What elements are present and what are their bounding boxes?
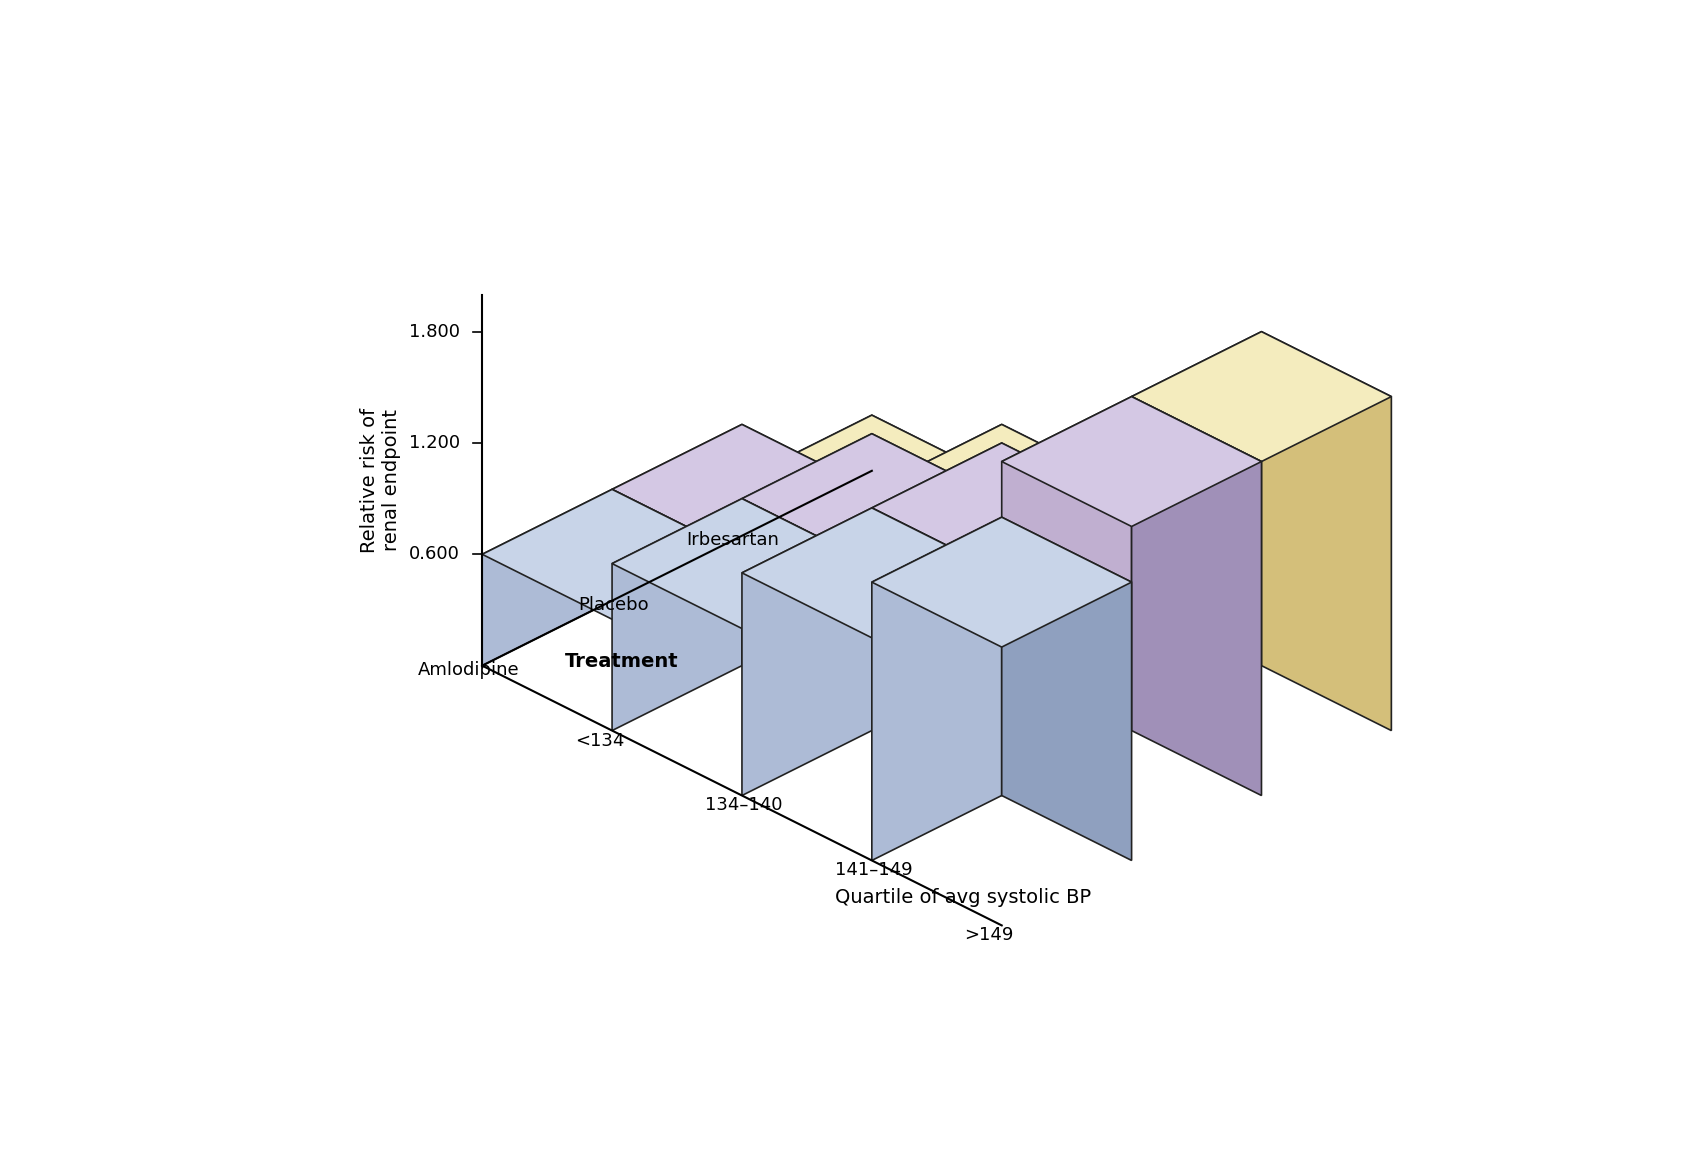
Polygon shape bbox=[483, 490, 613, 665]
Polygon shape bbox=[743, 508, 871, 796]
Text: Quartile of avg systolic BP: Quartile of avg systolic BP bbox=[836, 888, 1090, 908]
Text: 134–140: 134–140 bbox=[706, 797, 782, 814]
Polygon shape bbox=[613, 424, 871, 554]
Polygon shape bbox=[1001, 396, 1261, 527]
Text: Relative risk of
renal endpoint: Relative risk of renal endpoint bbox=[360, 408, 400, 552]
Text: Placebo: Placebo bbox=[579, 596, 650, 614]
Text: Irbesartan: Irbesartan bbox=[687, 531, 780, 549]
Text: Amlodipine: Amlodipine bbox=[417, 661, 520, 679]
Polygon shape bbox=[743, 415, 1001, 545]
Polygon shape bbox=[743, 508, 1001, 638]
Polygon shape bbox=[1001, 433, 1261, 564]
Polygon shape bbox=[871, 433, 1001, 665]
Polygon shape bbox=[1001, 424, 1131, 601]
Polygon shape bbox=[613, 499, 871, 628]
Text: 1.800: 1.800 bbox=[408, 322, 459, 341]
Polygon shape bbox=[1001, 433, 1131, 665]
Polygon shape bbox=[1131, 331, 1261, 731]
Text: 1.200: 1.200 bbox=[408, 434, 459, 452]
Text: >149: >149 bbox=[964, 926, 1014, 945]
Polygon shape bbox=[613, 499, 743, 731]
Polygon shape bbox=[1001, 444, 1131, 731]
Polygon shape bbox=[871, 508, 1001, 796]
Polygon shape bbox=[743, 415, 871, 536]
Polygon shape bbox=[871, 424, 1001, 601]
Polygon shape bbox=[613, 490, 743, 665]
Polygon shape bbox=[871, 424, 1131, 554]
Polygon shape bbox=[871, 415, 1001, 536]
Polygon shape bbox=[1131, 331, 1391, 462]
Polygon shape bbox=[743, 433, 1001, 564]
Polygon shape bbox=[871, 517, 1131, 647]
Polygon shape bbox=[1131, 433, 1261, 665]
Polygon shape bbox=[871, 444, 1131, 573]
Polygon shape bbox=[743, 499, 871, 731]
Polygon shape bbox=[871, 517, 1001, 860]
Polygon shape bbox=[1001, 396, 1131, 796]
Polygon shape bbox=[743, 433, 871, 665]
Polygon shape bbox=[1131, 396, 1261, 796]
Polygon shape bbox=[613, 424, 743, 601]
Polygon shape bbox=[871, 444, 1001, 731]
Polygon shape bbox=[1001, 517, 1131, 860]
Polygon shape bbox=[1261, 331, 1391, 731]
Polygon shape bbox=[483, 490, 743, 619]
Text: <134: <134 bbox=[576, 731, 625, 750]
Text: 141–149: 141–149 bbox=[836, 862, 912, 879]
Polygon shape bbox=[743, 424, 871, 601]
Text: Treatment: Treatment bbox=[564, 651, 679, 671]
Text: 0.600: 0.600 bbox=[408, 545, 459, 564]
